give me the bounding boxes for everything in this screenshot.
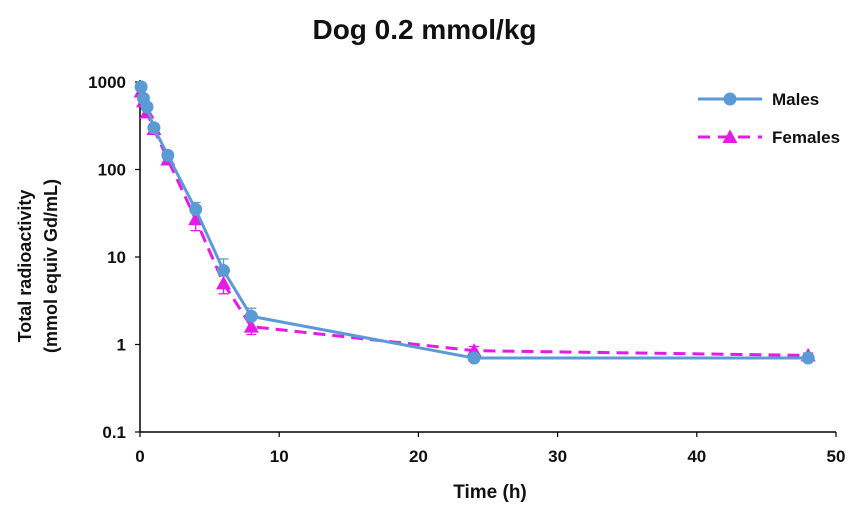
- x-tick-label: 40: [687, 447, 706, 466]
- males-point: [147, 121, 161, 135]
- y-tick-label: 1: [117, 336, 126, 355]
- y-tick-label: 0.1: [102, 423, 126, 442]
- x-tick-label: 20: [409, 447, 428, 466]
- y-tick-label: 1000: [88, 73, 126, 92]
- y-axis-label-line-1: Total radioactivity: [15, 189, 35, 343]
- y-tick-label: 10: [107, 248, 126, 267]
- females-point: [188, 211, 204, 226]
- y-axis-label: Total radioactivity (mmol equiv Gd/mL): [12, 146, 68, 386]
- legend-males-label: Males: [772, 90, 819, 109]
- females-point: [243, 319, 259, 333]
- series-males: [134, 80, 815, 365]
- chart-title: Dog 0.2 mmol/kg: [312, 14, 537, 45]
- males-point: [134, 80, 148, 94]
- axes: 0 10 20 30 40 50 0.1 1 10 100 1000: [88, 73, 845, 466]
- males-point: [140, 100, 154, 114]
- females-point: [216, 275, 232, 290]
- legend-females-marker: [722, 129, 738, 143]
- x-tick-label: 0: [135, 447, 144, 466]
- x-tick-label: 10: [270, 447, 289, 466]
- males-point: [244, 309, 258, 323]
- x-tick-label: 30: [548, 447, 567, 466]
- males-point: [801, 351, 815, 365]
- males-point: [217, 264, 231, 278]
- x-axis-label: Time (h): [453, 482, 527, 503]
- legend: Males Females: [698, 90, 840, 147]
- females-line: [139, 91, 809, 357]
- males-point: [467, 351, 481, 365]
- males-point: [161, 148, 175, 162]
- males-line: [139, 86, 809, 360]
- males-point: [189, 202, 203, 216]
- y-tick-label: 100: [98, 161, 126, 180]
- legend-females-label: Females: [772, 128, 840, 147]
- x-tick-label: 50: [827, 447, 846, 466]
- series-females: [133, 83, 816, 362]
- y-axis-label-line-2: (mmol equiv Gd/mL): [41, 179, 61, 354]
- legend-males-marker: [723, 92, 737, 106]
